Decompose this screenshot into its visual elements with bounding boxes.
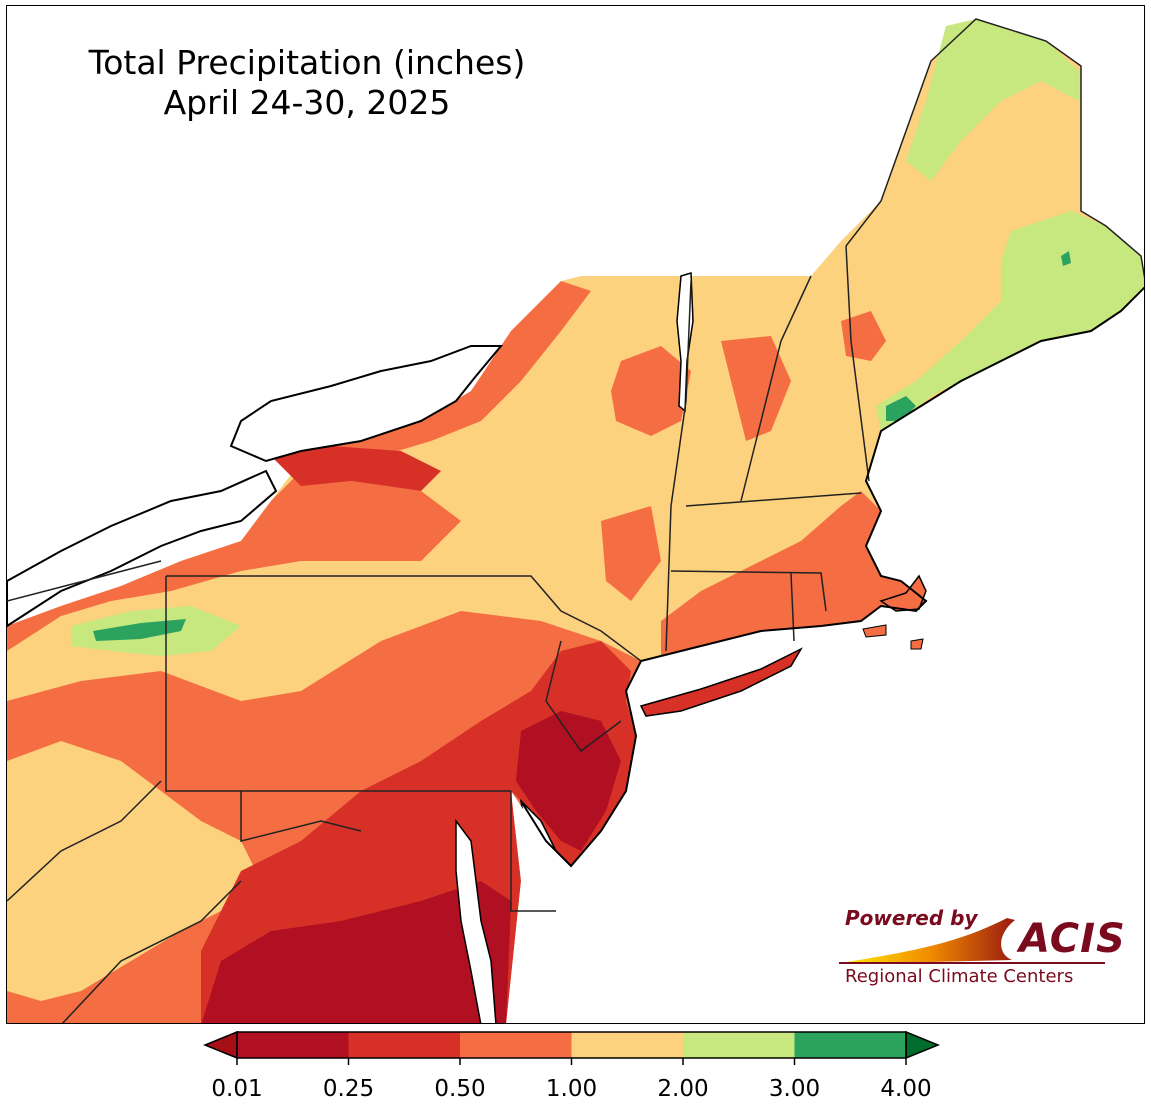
lake-erie <box>7 469 278 628</box>
wet-region-maine <box>906 19 1079 181</box>
logo-powered-by: Powered by <box>845 906 978 930</box>
legend-swatch <box>348 1032 460 1058</box>
precipitation-map <box>7 18 1144 1023</box>
dry-patch-vermont <box>721 336 791 441</box>
wet-region-downeast <box>876 211 1144 431</box>
driest-region-nj <box>516 711 621 851</box>
atlantic-ocean <box>506 288 1144 1023</box>
lake-ontario <box>229 345 504 463</box>
legend-tick-label: 4.00 <box>880 1076 932 1102</box>
driest-region-md <box>201 881 511 1023</box>
map-title: Total Precipitation (inches) <box>88 43 526 82</box>
state-borders <box>7 245 870 1023</box>
legend-tick-label: 0.50 <box>434 1076 486 1102</box>
very-wet-patch-maine-2 <box>1061 251 1071 266</box>
cape-cod <box>879 574 927 612</box>
legend-swatch <box>571 1032 683 1058</box>
legend-under-arrow <box>203 1030 238 1060</box>
legend-tick-label: 0.25 <box>322 1076 375 1102</box>
dry-band-lake-ontario <box>301 281 591 471</box>
moderate-patches-west <box>7 741 261 1001</box>
legend-swatch <box>460 1032 572 1058</box>
legend-swatch <box>237 1032 349 1058</box>
logo-acis: ACIS <box>1019 916 1126 962</box>
map-date-range: April 24-30, 2025 <box>163 83 451 122</box>
legend-over-arrow <box>905 1030 940 1060</box>
acis-swoosh-icon <box>847 918 1015 964</box>
legend-tick-label: 2.00 <box>657 1076 709 1102</box>
long-island <box>639 647 803 717</box>
very-wet-streak-pa <box>93 619 186 641</box>
legend-tick-label: 0.01 <box>211 1076 263 1102</box>
chesapeake-bay <box>455 818 497 1023</box>
acis-logo: Powered by ACIS Regional Climate Centers <box>837 904 1125 994</box>
very-wet-patch-maine <box>886 396 916 421</box>
dry-band-lake-erie <box>7 471 461 651</box>
nantucket <box>910 638 924 650</box>
dry-region-southern-new-england <box>661 491 926 656</box>
map-frame: Total Precipitation (inches) April 24-30… <box>6 5 1145 1024</box>
maine-outline <box>845 18 1144 279</box>
legend-tick-label: 1.00 <box>545 1076 598 1102</box>
dry-patch-catskills <box>601 506 661 601</box>
logo-regional-climate-centers: Regional Climate Centers <box>845 966 1074 987</box>
coastline <box>520 286 1144 868</box>
legend-tick-label: 3.00 <box>768 1076 821 1102</box>
dry-patch-adirondacks <box>611 346 691 436</box>
legend-swatch <box>794 1032 906 1058</box>
marthas-vineyard <box>862 624 887 638</box>
driest-band-erie <box>271 446 441 491</box>
logo-divider <box>839 962 1105 964</box>
legend-swatch <box>683 1032 795 1058</box>
